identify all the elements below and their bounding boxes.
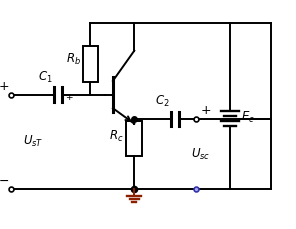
Text: +: + [65,93,73,102]
Text: $R_b$: $R_b$ [66,52,81,68]
Text: +: + [0,80,9,93]
Text: −: − [0,175,9,188]
Bar [126,121,142,156]
Bar [83,46,98,82]
Text: +: + [200,104,211,117]
Text: $E_c$: $E_c$ [242,110,255,125]
Text: $R_c$: $R_c$ [109,129,123,144]
Text: $C_1$: $C_1$ [38,70,52,85]
Text: $U_{sT}$: $U_{sT}$ [23,134,44,149]
Text: $U_{sc}$: $U_{sc}$ [191,146,210,161]
Text: $C_2$: $C_2$ [155,94,169,109]
